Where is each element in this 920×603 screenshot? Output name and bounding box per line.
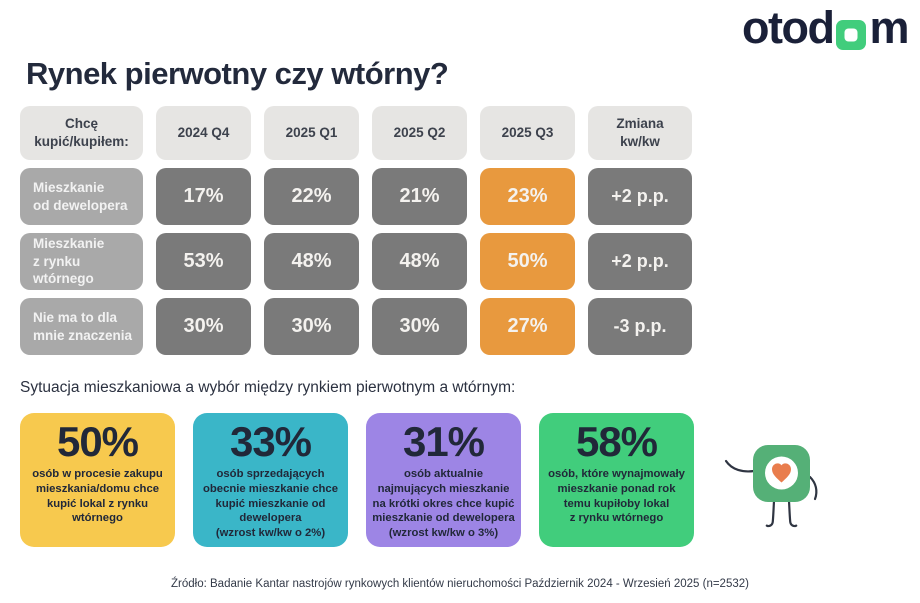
row-label-developer: Mieszkanie od dewelopera	[20, 168, 143, 225]
stat-card-teal: 33% osób sprzedających obecnie mieszkani…	[193, 413, 348, 547]
table-header-question: Chcę kupić/kupiłem:	[20, 106, 143, 160]
table-change-cell: +2 p.p.	[588, 168, 692, 225]
otodom-mascot	[724, 445, 818, 528]
table-header-2025q1: 2025 Q1	[264, 106, 359, 160]
table-header-2025q3: 2025 Q3	[480, 106, 575, 160]
market-table: Chcę kupić/kupiłem: 2024 Q4 2025 Q1 2025…	[20, 106, 692, 355]
stat-card-yellow: 50% osób w procesie zakupu mieszkania/do…	[20, 413, 175, 547]
stat-value: 58%	[575, 418, 658, 465]
stat-description: osób sprzedających obecnie mieszkanie ch…	[202, 468, 338, 539]
source-note: Źródło: Badanie Kantar nastrojów rynkowy…	[171, 578, 749, 590]
logo-text-post: m	[869, 2, 909, 53]
table-value-cell: 30%	[156, 298, 251, 355]
table-header-2024q4: 2024 Q4	[156, 106, 251, 160]
table-value-cell-highlighted: 50%	[480, 233, 575, 290]
stat-card-green: 58% osób, które wynajmowały mieszkanie p…	[539, 413, 694, 547]
table-value-cell: 48%	[264, 233, 359, 290]
table-header-change: Zmiana kw/kw	[588, 106, 692, 160]
heart-icon	[772, 463, 791, 483]
row-label-secondary: Mieszkanie z rynku wtórnego	[20, 233, 143, 290]
stat-value: 31%	[402, 418, 485, 465]
stat-description: osób aktualnie najmujących mieszkanie na…	[372, 468, 515, 539]
mascot-right-leg	[787, 499, 798, 528]
row-label-no-preference: Nie ma to dla mnie znaczenia	[20, 298, 143, 355]
table-value-cell: 30%	[264, 298, 359, 355]
mascot-left-arm	[724, 459, 756, 473]
section-subtitle: Sytuacja mieszkaniowa a wybór między ryn…	[20, 379, 516, 396]
mascot-left-leg	[765, 499, 776, 528]
stat-cards: 50% osób w procesie zakupu mieszkania/do…	[20, 413, 694, 547]
table-value-cell: 48%	[372, 233, 467, 290]
stat-description: osób w procesie zakupu mieszkania/domu c…	[32, 468, 163, 525]
table-value-cell: 17%	[156, 168, 251, 225]
stat-description: osób, które wynajmowały mieszkanie ponad…	[548, 468, 685, 525]
logo-text-pre: otod	[742, 2, 835, 53]
stat-value: 33%	[229, 418, 312, 465]
table-value-cell: 53%	[156, 233, 251, 290]
table-change-cell: +2 p.p.	[588, 233, 692, 290]
stat-value: 50%	[56, 418, 139, 465]
stat-card-purple: 31% osób aktualnie najmujących mieszkani…	[366, 413, 521, 547]
table-change-cell: -3 p.p.	[588, 298, 692, 355]
table-value-cell: 22%	[264, 168, 359, 225]
table-value-cell-highlighted: 27%	[480, 298, 575, 355]
mascot-right-arm	[808, 475, 818, 501]
table-value-cell: 21%	[372, 168, 467, 225]
table-value-cell-highlighted: 23%	[480, 168, 575, 225]
logo-square-icon	[836, 19, 867, 50]
table-header-2025q2: 2025 Q2	[372, 106, 467, 160]
page-title: Rynek pierwotny czy wtórny?	[26, 56, 449, 91]
otodom-logo: otod m	[742, 2, 909, 54]
table-value-cell: 30%	[372, 298, 467, 355]
